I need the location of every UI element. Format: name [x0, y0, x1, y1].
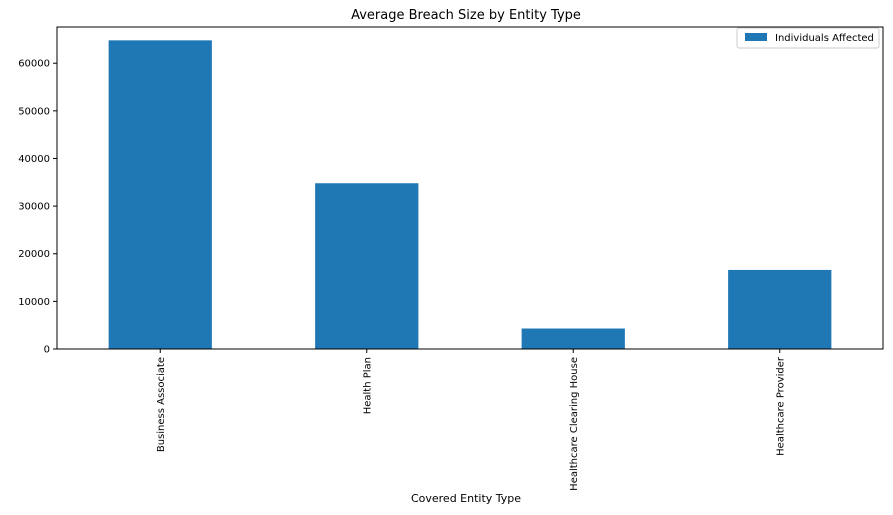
legend-box	[736, 27, 880, 49]
bars-layer	[108, 40, 832, 349]
x-axis: Business Associate Health Plan Healthcare …	[156, 349, 786, 491]
y-tick-label: 0	[44, 345, 50, 356]
legend-label: Individuals Affected	[775, 33, 874, 44]
y-axis: 0 10000 20000 30000 40000 50000 60000	[18, 59, 57, 356]
y-tick-label: 50000	[18, 106, 50, 117]
x-tick-label: Health Plan	[362, 357, 373, 414]
x-tick-label: Healthcare Provider	[775, 356, 786, 456]
x-tick-label: Healthcare Clearing House	[569, 357, 580, 491]
x-axis-label: Covered Entity Type	[411, 492, 521, 505]
legend-swatch	[745, 33, 767, 41]
bar	[728, 269, 832, 349]
bar	[108, 40, 212, 349]
y-tick-label: 30000	[18, 202, 50, 213]
plot-frame	[56, 26, 884, 350]
y-tick-label: 60000	[18, 59, 50, 70]
x-tick-label: Business Associate	[156, 357, 167, 452]
y-tick-label: 40000	[18, 154, 50, 165]
bar	[521, 328, 625, 349]
legend: Individuals Affected	[736, 27, 880, 49]
chart-title: Average Breach Size by Entity Type	[351, 8, 581, 23]
y-tick-label: 20000	[18, 249, 50, 260]
y-tick-label: 10000	[18, 297, 50, 308]
bar	[315, 183, 419, 349]
